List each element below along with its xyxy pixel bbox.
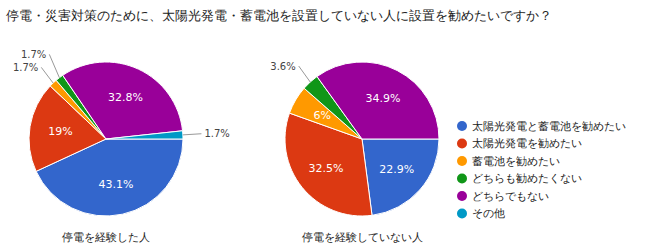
legend-label: 太陽光発電と蓄電池を勧めたい: [472, 120, 626, 133]
data-label: 1.7%: [13, 62, 38, 73]
leader-line: [49, 54, 59, 77]
legend-marker: [457, 191, 467, 201]
legend-label: 蓄電池を勧めたい: [472, 155, 560, 168]
data-label: 6%: [313, 109, 330, 122]
data-label: 22.9%: [379, 163, 414, 176]
slice: [106, 131, 183, 139]
data-label: 32.8%: [108, 91, 143, 104]
leader-line: [299, 66, 310, 82]
slice: [362, 139, 439, 215]
data-label: 1.7%: [21, 49, 46, 60]
legend-item: どちらも勧めたくない: [457, 172, 582, 185]
legend-label: 太陽光発電を勧めたい: [472, 137, 582, 150]
slice: [63, 62, 183, 139]
legend-item: 太陽光発電を勧めたい: [457, 137, 582, 150]
slices: [29, 62, 183, 216]
legend-marker: [457, 121, 467, 131]
data-label: 32.5%: [309, 162, 344, 175]
legend-marker: [457, 156, 467, 166]
pie: 43.1% 19% 32.8% 1.7% 1.7% 1.7%: [13, 49, 230, 216]
slice: [317, 62, 439, 139]
leader-line: [183, 134, 202, 135]
legend: 太陽光発電と蓄電池を勧めたい太陽光発電を勧めたい蓄電池を勧めたいどちらも勧めたく…: [457, 120, 626, 221]
legend-label: どちらも勧めたくない: [472, 172, 582, 185]
data-label: 19%: [48, 125, 72, 138]
data-label: 3.6%: [270, 61, 295, 72]
pie: 22.9% 32.5% 6% 34.9% 3.6%: [270, 61, 439, 216]
leader-line: [41, 67, 53, 83]
legend-item: その他: [457, 207, 505, 220]
pie-label: 停電を経験した人: [62, 231, 150, 244]
slices: [285, 62, 439, 216]
legend-label: その他: [472, 207, 505, 220]
data-label: 43.1%: [98, 178, 133, 191]
data-label: 34.9%: [366, 92, 401, 105]
chart: 停電・災害対策のために、太陽光発電・蓄電池を設置していない人に設置を勧めたいです…: [0, 0, 650, 249]
legend-marker: [457, 139, 467, 149]
legend-marker: [457, 209, 467, 219]
legend-item: 太陽光発電と蓄電池を勧めたい: [457, 120, 626, 133]
legend-item: 蓄電池を勧めたい: [457, 155, 560, 168]
legend-item: どちらでもない: [457, 190, 549, 203]
title: 停電・災害対策のために、太陽光発電・蓄電池を設置していない人に設置を勧めたいです…: [6, 8, 552, 23]
legend-marker: [457, 174, 467, 184]
legend-label: どちらでもない: [472, 190, 549, 203]
pie-label: 停電を経験していない人: [302, 231, 423, 244]
data-label: 1.7%: [204, 128, 229, 139]
